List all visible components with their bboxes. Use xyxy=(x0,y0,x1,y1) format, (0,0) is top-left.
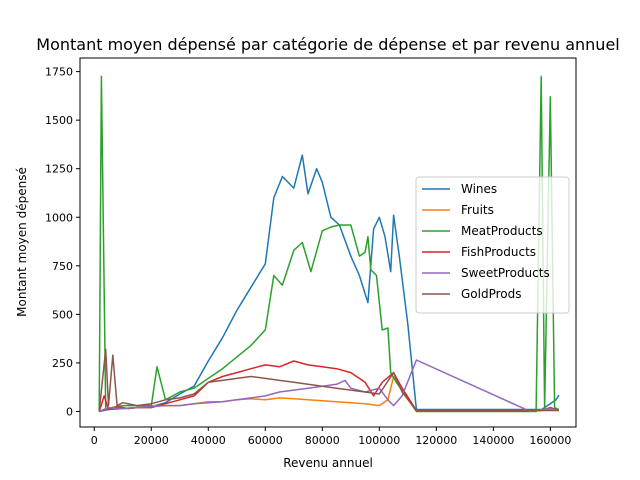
x-tick-label: 20000 xyxy=(134,434,169,447)
x-tick-label: 60000 xyxy=(248,434,283,447)
y-tick-label: 500 xyxy=(52,308,73,321)
legend-label: Fruits xyxy=(461,203,494,217)
legend: Wines Fruits MeatProducts FishProducts Sweet… xyxy=(415,176,570,314)
x-tick-label: 100000 xyxy=(358,434,400,447)
legend-label: MeatProducts xyxy=(461,224,543,238)
series-line-wines xyxy=(99,154,560,413)
y-tick-label: 250 xyxy=(52,357,73,370)
y-axis: 0 250 500 750 1000 1250 1500 1750 xyxy=(45,66,80,418)
x-tick-label: 160000 xyxy=(529,434,571,447)
x-axis-label: Revenu annuel xyxy=(283,456,373,470)
series-lines xyxy=(98,75,560,413)
x-tick-label: 0 xyxy=(91,434,98,447)
x-axis: 0 20000 40000 60000 80000 100000 120000 140000 1… xyxy=(91,427,571,447)
y-tick-label: 0 xyxy=(66,405,73,418)
y-axis-label: Montant moyen dépensé xyxy=(15,167,29,317)
x-tick-label: 80000 xyxy=(305,434,340,447)
y-tick-label: 750 xyxy=(52,260,73,273)
y-tick-label: 1500 xyxy=(45,114,73,127)
legend-label: Wines xyxy=(461,182,497,196)
legend-label: GoldProds xyxy=(461,287,522,301)
series-line-goldprods xyxy=(98,348,559,412)
chart-title: Montant moyen dépensé par catégorie de d… xyxy=(36,35,619,54)
legend-label: SweetProducts xyxy=(461,266,550,280)
y-tick-label: 1250 xyxy=(45,163,73,176)
x-tick-label: 140000 xyxy=(472,434,514,447)
series-line-sweetproducts xyxy=(98,359,560,413)
legend-box xyxy=(415,176,570,314)
y-tick-label: 1000 xyxy=(45,211,73,224)
legend-label: FishProducts xyxy=(461,245,536,259)
plot-frame xyxy=(79,57,577,428)
y-tick-label: 1750 xyxy=(45,66,73,79)
x-tick-label: 120000 xyxy=(415,434,457,447)
x-tick-label: 40000 xyxy=(191,434,226,447)
